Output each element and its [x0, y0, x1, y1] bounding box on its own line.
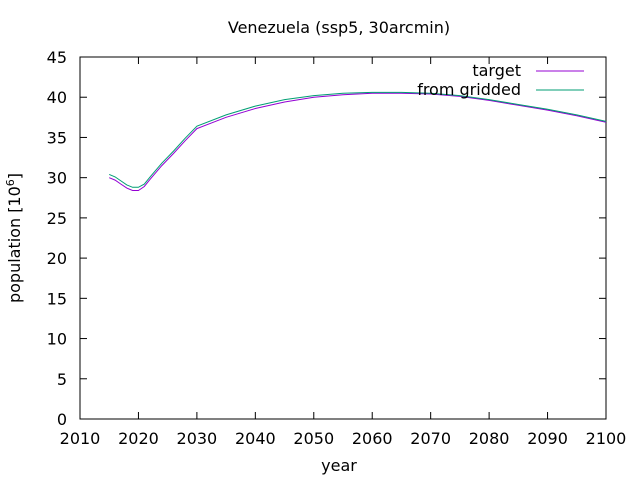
x-tick-label: 2030 [177, 429, 218, 448]
legend-label: target [472, 61, 521, 80]
y-tick-label: 5 [57, 370, 67, 389]
chart-title: Venezuela (ssp5, 30arcmin) [228, 18, 450, 37]
x-tick-label: 2020 [118, 429, 159, 448]
y-tick-label: 15 [47, 289, 67, 308]
x-tick-label: 2010 [60, 429, 101, 448]
y-axis-label-tail: ] [5, 173, 24, 179]
y-tick-label: 0 [57, 410, 67, 429]
x-tick-label: 2070 [410, 429, 451, 448]
y-tick-label: 35 [47, 128, 67, 147]
plot-frame [79, 56, 607, 420]
x-tick-label: 2080 [469, 429, 510, 448]
y-tick-label: 20 [47, 249, 67, 268]
y-tick-label: 30 [47, 169, 67, 188]
y-tick-label: 40 [47, 88, 67, 107]
plot-area [79, 56, 607, 420]
y-axis-label-exponent: 6 [4, 179, 17, 186]
x-tick-label: 2050 [293, 429, 334, 448]
x-tick-label: 2060 [352, 429, 393, 448]
series-lines [109, 91, 607, 191]
y-axis-label: population [106] [4, 173, 24, 303]
y-axis: 0 5 10 15 20 25 30 35 40 45 [47, 48, 606, 429]
y-tick-label: 45 [47, 48, 67, 67]
series-line-target [109, 92, 607, 191]
x-tick-label: 2100 [586, 429, 627, 448]
x-axis-label: year [321, 456, 357, 475]
series-line-from-gridded [109, 91, 607, 188]
x-tick-label: 2040 [235, 429, 276, 448]
x-axis: 2010 2020 2030 2040 2050 2060 2070 2080 2090 2100 [60, 57, 627, 448]
legend-label: from gridded [417, 80, 521, 99]
x-tick-label: 2090 [527, 429, 568, 448]
y-tick-label: 10 [47, 330, 67, 349]
y-axis-label-base: population [10 [5, 186, 24, 303]
y-tick-label: 25 [47, 209, 67, 228]
